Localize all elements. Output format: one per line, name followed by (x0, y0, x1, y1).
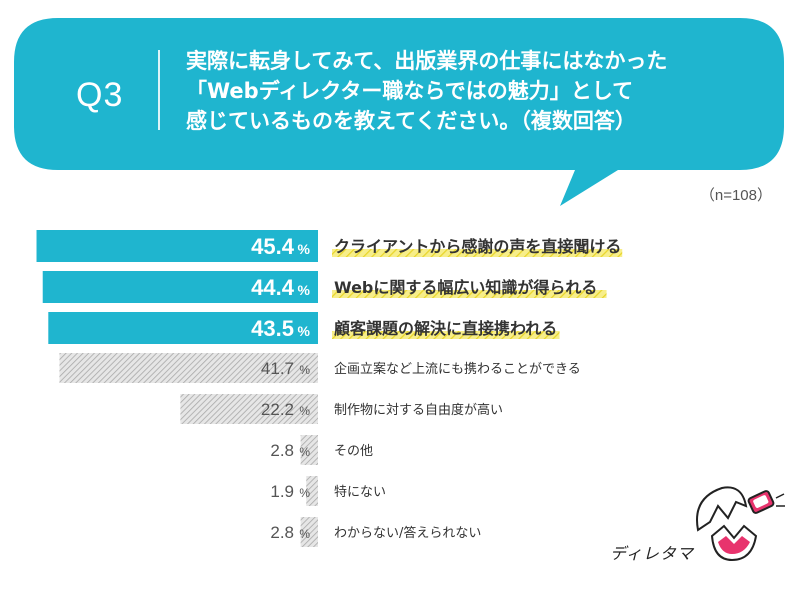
question-bubble (14, 18, 784, 206)
category-label: 企画立案など上流にも携わることができる (334, 361, 581, 377)
value-label: 44.4 (251, 275, 295, 300)
value-unit: % (298, 282, 311, 298)
bar-1 (36, 230, 319, 262)
label-highlight (332, 249, 623, 257)
mascot-icon (696, 486, 785, 562)
value-label: 22.2 (261, 400, 294, 419)
category-label: 制作物に対する自由度が高い (334, 402, 503, 418)
category-label: Webに関する幅広い知識が得られる (334, 278, 597, 297)
bar-7 (306, 476, 318, 506)
category-label: 特にない (334, 485, 386, 500)
label-highlight (332, 331, 560, 339)
value-label: 43.5 (251, 316, 294, 341)
value-unit: % (299, 404, 310, 418)
question-line: 実際に転身してみて、出版業界の仕事にはなかった (186, 49, 668, 73)
question-line: 感じているものを教えてください。（複数回答） (186, 109, 636, 133)
value-unit: % (299, 486, 310, 500)
value-unit: % (298, 241, 311, 257)
question-text: 実際に転身してみて、出版業界の仕事にはなかった 「Webディレクター職ならではの… (186, 46, 746, 136)
mascot-name: ディレタマ (610, 544, 694, 563)
label-highlight (332, 290, 607, 298)
value-unit: % (298, 323, 311, 339)
category-label: わからない/答えられない (334, 525, 481, 541)
value-label: 41.7 (261, 359, 294, 378)
question-divider (158, 50, 160, 130)
sample-size: （n=108） (699, 187, 772, 204)
bar-2 (42, 271, 318, 303)
question-number: Q3 (76, 76, 124, 114)
value-unit: % (299, 445, 310, 459)
bar-8 (300, 517, 318, 547)
value-unit: % (299, 527, 310, 541)
bar-4 (59, 353, 319, 383)
value-label: 2.8 (270, 523, 294, 542)
bar-5 (180, 394, 318, 424)
bar-6 (300, 435, 318, 465)
category-label: クライアントから感謝の声を直接聞ける (334, 237, 621, 256)
value-label: 45.4 (251, 234, 295, 259)
value-label: 2.8 (270, 441, 294, 460)
question-line: 「Webディレクター職ならではの魅力」として (186, 79, 634, 103)
value-unit: % (299, 363, 310, 377)
bar-3 (48, 312, 319, 344)
category-label: その他 (334, 444, 373, 459)
category-label: 顧客課題の解決に直接携われる (334, 319, 557, 338)
value-label: 1.9 (270, 482, 294, 501)
